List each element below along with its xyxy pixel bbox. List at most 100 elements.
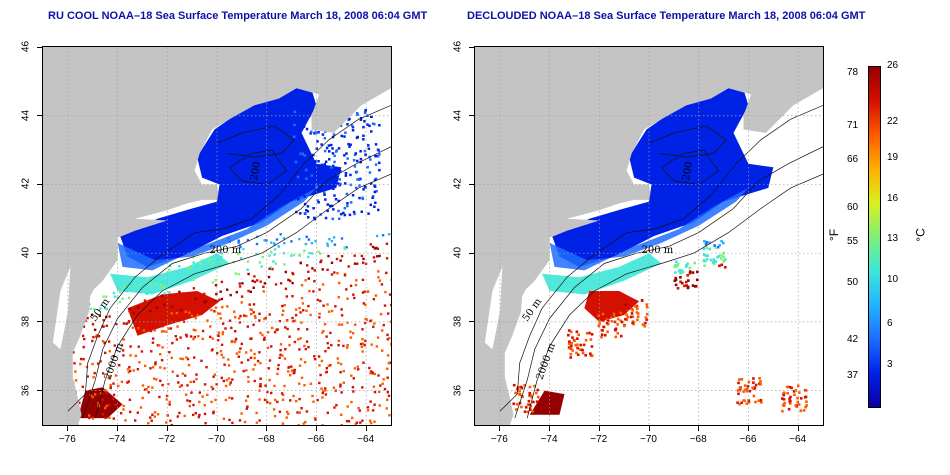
left-x-tick-label: −74 — [108, 434, 126, 445]
right-x-tick-mark — [549, 426, 551, 431]
right-nova-scotia — [743, 47, 823, 133]
left-y-tick-mark — [37, 390, 42, 392]
left-contour-label-1: 200 m — [210, 245, 242, 256]
right-y-tick-mark — [469, 115, 474, 117]
right-x-tick-label: −72 — [590, 434, 608, 445]
left-y-tick-label: 38 — [20, 315, 32, 327]
right-bay-0 — [484, 266, 503, 350]
left-panel-title: RU COOL NOAA–18 Sea Surface Temperature … — [48, 10, 428, 22]
fahrenheit-tick-label: 71 — [847, 119, 859, 131]
right-x-tick-label: −66 — [739, 434, 757, 445]
right-contour-label-2: 2000 m — [535, 341, 559, 381]
right-cold-shelf-water — [552, 81, 774, 267]
left-southern-warm-water — [77, 387, 123, 419]
left-y-tick-label: 40 — [20, 247, 32, 259]
left-x-tick-mark — [365, 426, 367, 431]
right-y-tick-mark — [469, 390, 474, 392]
left-cold-shelf-water — [120, 81, 342, 267]
right-southern-warm-water — [529, 390, 565, 415]
right-x-tick-mark — [499, 426, 501, 431]
right-x-tick-label: −74 — [540, 434, 558, 445]
right-shelf-gradient — [549, 187, 749, 271]
left-y-tick-mark — [37, 115, 42, 117]
right-contour-c50 — [499, 105, 823, 412]
right-contour-gom — [661, 149, 720, 185]
left-land-mass — [43, 47, 391, 425]
left-x-tick-mark — [117, 426, 119, 431]
left-y-tick-mark — [37, 321, 42, 323]
fahrenheit-tick-label: 37 — [847, 369, 859, 381]
celsius-tick-label: 6 — [887, 318, 893, 330]
right-slope-water — [542, 253, 662, 295]
fahrenheit-tick-label: 42 — [847, 333, 859, 345]
left-contour-gom2 — [216, 125, 295, 158]
raw-sst-map: 50 m 200 m 2000 m 200 — [42, 46, 392, 426]
left-nova-scotia — [311, 47, 391, 133]
right-contour-c2000 — [526, 173, 823, 419]
left-contour-c200 — [82, 146, 391, 419]
left-y-tick-label: 44 — [20, 109, 32, 121]
fahrenheit-tick-label: 78 — [847, 66, 859, 78]
left-x-tick-mark — [315, 426, 317, 431]
right-contour-gom2 — [648, 125, 727, 158]
right-y-tick-mark — [469, 321, 474, 323]
right-panel-title: DECLOUDED NOAA–18 Sea Surface Temperatur… — [467, 10, 866, 22]
celsius-tick-label: 19 — [887, 152, 899, 164]
left-y-tick-mark — [37, 252, 42, 254]
right-x-tick-mark — [698, 426, 700, 431]
celsius-tick-label: 13 — [887, 232, 899, 244]
left-y-tick-label: 36 — [20, 384, 32, 396]
left-x-tick-label: −68 — [257, 434, 275, 445]
left-contour-c2000 — [94, 173, 391, 419]
celsius-tick-label: 26 — [887, 60, 899, 71]
left-contour-label-0: 50 m — [89, 296, 113, 324]
right-y-tick-mark — [469, 46, 474, 48]
left-x-tick-mark — [67, 426, 69, 431]
fahrenheit-tick-label: 66 — [847, 154, 859, 166]
left-x-tick-label: −76 — [58, 434, 76, 445]
right-y-tick-mark — [469, 183, 474, 185]
celsius-unit-label: °C — [913, 228, 928, 242]
right-x-tick-label: −76 — [490, 434, 508, 445]
left-contour-label-4: 200 — [249, 161, 263, 182]
right-x-tick-mark — [598, 426, 600, 431]
fahrenheit-unit-label: °F — [827, 228, 842, 242]
celsius-tick-label: 3 — [887, 359, 893, 371]
temperature-colorbar — [868, 66, 881, 408]
left-x-tick-label: −72 — [158, 434, 176, 445]
right-x-tick-mark — [797, 426, 799, 431]
left-shelf-gradient — [117, 187, 317, 271]
left-x-tick-label: −66 — [307, 434, 325, 445]
right-y-tick-label: 40 — [452, 247, 464, 259]
right-y-tick-label: 44 — [452, 109, 464, 121]
celsius-tick-label: 10 — [887, 273, 899, 285]
declouded-sst-map: 50 m 200 m 2000 m 200 — [474, 46, 824, 426]
celsius-tick-label: 22 — [887, 116, 899, 128]
right-x-tick-label: −70 — [640, 434, 657, 445]
right-contour-label-0: 50 m — [521, 296, 545, 324]
right-y-tick-label: 42 — [452, 178, 464, 190]
left-contour-label-2: 2000 m — [103, 341, 127, 381]
right-contour-label-1: 200 m — [642, 245, 674, 256]
fahrenheit-tick-label: 55 — [847, 236, 859, 248]
right-y-tick-label: 46 — [452, 40, 464, 53]
left-x-tick-mark — [216, 426, 218, 431]
right-x-tick-mark — [747, 426, 749, 431]
left-contour-gom — [229, 149, 288, 185]
fahrenheit-tick-label: 60 — [847, 201, 859, 213]
right-y-tick-label: 36 — [452, 384, 464, 396]
left-y-tick-mark — [37, 46, 42, 48]
left-x-tick-label: −64 — [357, 434, 375, 445]
left-gulf-stream-core — [127, 291, 220, 336]
celsius-tick-label: 16 — [887, 193, 899, 205]
declouded-sst-map-canvas: 50 m 200 m 2000 m 200 — [475, 47, 823, 425]
right-contour-c200 — [514, 146, 823, 419]
right-y-tick-mark — [469, 252, 474, 254]
left-x-tick-mark — [266, 426, 268, 431]
right-gulf-stream-core — [584, 291, 640, 322]
left-bay-0 — [52, 266, 71, 350]
raw-sst-map-canvas: 50 m 200 m 2000 m 200 — [43, 47, 391, 425]
left-x-tick-mark — [166, 426, 168, 431]
fahrenheit-tick-label: 50 — [847, 277, 859, 289]
right-x-tick-label: −68 — [689, 434, 707, 445]
